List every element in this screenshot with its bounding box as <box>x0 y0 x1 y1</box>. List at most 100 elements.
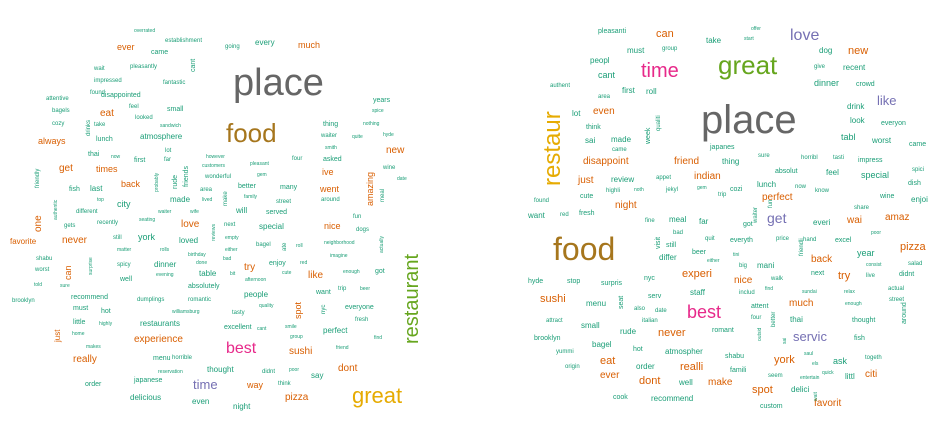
word-left-dogs: dogs <box>356 227 370 233</box>
word-right-back: back <box>811 254 833 265</box>
word-left-red: red <box>300 260 308 266</box>
word-left-first: first <box>134 157 146 164</box>
word-right-spot: spot <box>752 384 773 396</box>
word-right-disappoint: disappoint <box>583 156 629 167</box>
word-left-sandwich: sandwich <box>160 123 181 129</box>
word-right-new: new <box>848 45 869 57</box>
word-left-went: went <box>320 184 340 194</box>
word-right-absolut: absolut <box>775 168 798 175</box>
word-right-red: red <box>560 212 569 218</box>
word-left-well: well <box>120 276 133 283</box>
word-right-shabu: shabu <box>725 353 745 360</box>
word-right-eat: eat <box>600 355 616 367</box>
word-left-asked: asked <box>323 156 342 163</box>
word-right-sai: sai <box>782 337 788 344</box>
word-left-however: however <box>206 154 225 160</box>
word-right-cook: cook <box>613 394 628 401</box>
word-right-dont: dont <box>639 375 661 387</box>
word-left-told: told <box>34 282 43 288</box>
word-left-friendly: friendly <box>35 168 41 188</box>
word-left-say: say <box>311 371 324 380</box>
word-left-reviews: reviews <box>211 224 217 241</box>
word-right-attent: attent <box>751 303 769 310</box>
word-left-birthday: birthday <box>188 252 206 258</box>
word-left-restaurants: restaurants <box>140 319 181 328</box>
word-right-ask: ask <box>833 356 848 366</box>
word-right-differ: differ <box>659 253 677 262</box>
word-right-saul: saul <box>804 351 814 357</box>
word-right-time: time <box>641 60 679 82</box>
word-left-spot: spot <box>293 301 303 319</box>
word-left-recently: recently <box>97 220 119 226</box>
word-left-smile: smile <box>285 324 297 330</box>
word-right-crowd: crowd <box>856 81 875 88</box>
word-left-dont: dont <box>338 363 358 374</box>
word-left-served: served <box>266 209 288 216</box>
word-right-impress: impress <box>858 157 883 164</box>
word-left-empty: empty <box>225 235 239 241</box>
word-left-lot: lot <box>165 148 172 154</box>
word-left-williamsburg: williamsburg <box>172 309 200 315</box>
word-left-attentive: attentive <box>46 96 69 102</box>
word-left-different: different <box>76 209 98 215</box>
word-left-got: got <box>375 268 385 275</box>
word-right-horribl: horribl <box>801 155 818 161</box>
word-right-next: next <box>811 270 825 277</box>
word-left-smith: smith <box>325 145 337 151</box>
word-left-looked: looked <box>135 115 153 121</box>
word-left-times: times <box>96 164 118 174</box>
word-right-togeth: togeth <box>865 355 882 361</box>
word-left-favorite: favorite <box>10 237 37 246</box>
word-right-price: price <box>776 236 790 242</box>
word-right-also: also <box>634 306 646 312</box>
word-right-review: review <box>611 175 635 184</box>
word-right-place: place <box>701 98 797 142</box>
word-left-family: family <box>244 194 258 200</box>
word-right-fun: fun <box>768 199 774 208</box>
word-left-dumplings: dumplings <box>137 297 165 303</box>
word-left-great: great <box>352 383 403 408</box>
word-left-neighborhood: neighborhood <box>324 240 355 246</box>
word-right-live: live <box>866 273 876 279</box>
word-right-take: take <box>706 36 722 45</box>
word-left-get: get <box>59 163 73 174</box>
word-right-seem: seem <box>768 373 783 379</box>
word-right-find: find <box>765 286 774 292</box>
word-left-still: still <box>113 235 122 241</box>
word-right-enjoi: enjoi <box>911 195 928 204</box>
word-left-romantic: romantic <box>188 297 212 303</box>
word-left-want: want <box>316 289 331 296</box>
word-left-disappointed: disappointed <box>101 92 141 99</box>
word-left-meal: meal <box>380 188 386 202</box>
word-right-origin: origin <box>565 364 580 370</box>
word-left-city: city <box>117 199 131 209</box>
word-right-offer: offer <box>751 26 761 32</box>
word-right-italian: italian <box>642 318 658 324</box>
word-left-pizza: pizza <box>285 392 309 403</box>
word-right-everyon: everyon <box>881 120 906 127</box>
word-left-best: best <box>226 340 257 357</box>
word-right-hot: hot <box>633 346 643 353</box>
word-left-overrated: overrated <box>134 28 156 34</box>
word-right-delici: delici <box>791 385 810 394</box>
word-right-walk: walk <box>771 276 784 282</box>
word-right-drink: drink <box>847 102 865 111</box>
word-left-bad: bad <box>223 256 232 262</box>
word-right-best: best <box>687 302 722 322</box>
word-left-pleasantly: pleasantly <box>130 64 158 70</box>
word-left-ive: ive <box>322 167 334 177</box>
word-left-waiter: waiter <box>321 133 338 139</box>
word-cloud-left: place food restaurant great best time experien… <box>0 0 466 428</box>
word-right-thai: thai <box>790 315 803 324</box>
word-right-salad: salad <box>908 261 923 267</box>
word-left-highly: highly <box>99 321 113 327</box>
word-left-fantastic: fantastic <box>163 80 186 86</box>
word-left-made: made <box>170 195 191 204</box>
word-left-food: food <box>226 118 277 148</box>
word-left-always: always <box>38 136 66 146</box>
word-left-little: little <box>73 319 86 326</box>
word-left-excellent: excellent <box>224 324 252 331</box>
word-left-japanese: japanese <box>134 377 163 384</box>
word-right-year: year <box>857 248 875 258</box>
word-left-people: people <box>244 290 269 299</box>
